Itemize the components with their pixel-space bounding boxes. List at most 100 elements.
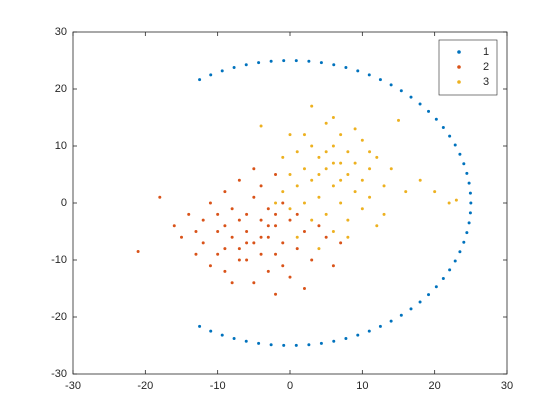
point bbox=[454, 198, 458, 202]
point bbox=[274, 224, 278, 228]
point bbox=[302, 167, 306, 171]
point bbox=[317, 173, 321, 176]
point bbox=[344, 65, 348, 69]
point bbox=[310, 144, 314, 148]
point bbox=[418, 300, 422, 304]
point bbox=[281, 201, 285, 205]
plot-area bbox=[73, 32, 507, 374]
point bbox=[232, 337, 236, 341]
point bbox=[269, 59, 273, 63]
point bbox=[339, 241, 343, 245]
point bbox=[266, 207, 270, 211]
point bbox=[433, 190, 437, 194]
point bbox=[409, 95, 413, 99]
point bbox=[448, 268, 452, 272]
point bbox=[208, 264, 212, 268]
point bbox=[223, 190, 227, 194]
point bbox=[288, 218, 292, 222]
legend-marker bbox=[457, 50, 461, 54]
legend-label: 2 bbox=[483, 61, 489, 73]
point bbox=[382, 184, 386, 188]
x-tick-label: -10 bbox=[210, 380, 226, 392]
point bbox=[346, 218, 350, 222]
point bbox=[339, 201, 343, 205]
point bbox=[448, 134, 452, 138]
point bbox=[319, 61, 323, 65]
axes: -30 -20 -10 0 10 20 30 -30 -20 -10 0 10 20 30 1 2 3 bbox=[51, 26, 513, 392]
point bbox=[295, 247, 299, 251]
point bbox=[453, 259, 457, 263]
y-tick-label: 10 bbox=[55, 140, 67, 152]
point bbox=[319, 341, 323, 345]
point bbox=[346, 235, 350, 239]
point bbox=[230, 207, 234, 211]
point bbox=[399, 89, 403, 93]
point bbox=[216, 212, 220, 216]
point bbox=[223, 247, 227, 251]
point bbox=[230, 235, 234, 239]
legend-marker bbox=[457, 65, 461, 69]
point bbox=[324, 212, 328, 216]
point bbox=[281, 264, 285, 268]
x-tick-label: 30 bbox=[501, 380, 513, 392]
point bbox=[252, 281, 256, 285]
point bbox=[427, 293, 431, 297]
point bbox=[399, 313, 403, 317]
legend-label: 3 bbox=[483, 76, 489, 88]
y-tick-label: 30 bbox=[55, 26, 67, 38]
point bbox=[310, 218, 314, 222]
point bbox=[331, 144, 335, 148]
point bbox=[274, 173, 278, 176]
point bbox=[274, 252, 278, 256]
point bbox=[356, 69, 360, 73]
point bbox=[294, 59, 298, 63]
x-tick-label: 10 bbox=[356, 380, 368, 392]
point bbox=[259, 124, 263, 128]
point bbox=[201, 218, 205, 222]
point bbox=[368, 150, 372, 154]
point bbox=[353, 161, 357, 165]
point bbox=[353, 127, 357, 131]
point bbox=[274, 292, 278, 296]
legend-box bbox=[438, 39, 498, 96]
point bbox=[302, 133, 306, 137]
point bbox=[245, 258, 249, 262]
point bbox=[331, 230, 335, 233]
point bbox=[324, 150, 328, 154]
point bbox=[441, 277, 445, 281]
point bbox=[310, 258, 314, 262]
point bbox=[404, 190, 408, 194]
point bbox=[274, 212, 278, 216]
point bbox=[339, 161, 343, 165]
point bbox=[331, 116, 335, 119]
point bbox=[288, 275, 292, 279]
point bbox=[245, 212, 249, 216]
point bbox=[259, 235, 263, 239]
point bbox=[194, 230, 198, 233]
point bbox=[237, 247, 241, 251]
point bbox=[339, 133, 343, 137]
point bbox=[172, 224, 176, 228]
point bbox=[295, 235, 299, 239]
point bbox=[230, 281, 234, 285]
x-tick-label: 0 bbox=[287, 380, 293, 392]
point bbox=[237, 178, 241, 182]
point bbox=[209, 329, 213, 333]
x-tick-label: -30 bbox=[65, 380, 81, 392]
y-tick-label: -20 bbox=[51, 311, 67, 323]
point bbox=[344, 337, 348, 341]
point bbox=[360, 207, 364, 211]
legend-label: 1 bbox=[483, 46, 489, 58]
point bbox=[409, 307, 413, 311]
point bbox=[208, 201, 212, 205]
point bbox=[259, 252, 263, 256]
point bbox=[295, 212, 299, 216]
point bbox=[317, 195, 321, 199]
point bbox=[434, 285, 438, 289]
point bbox=[281, 155, 285, 159]
point bbox=[198, 324, 202, 328]
point bbox=[266, 269, 270, 273]
point bbox=[282, 343, 286, 347]
point bbox=[266, 224, 270, 228]
